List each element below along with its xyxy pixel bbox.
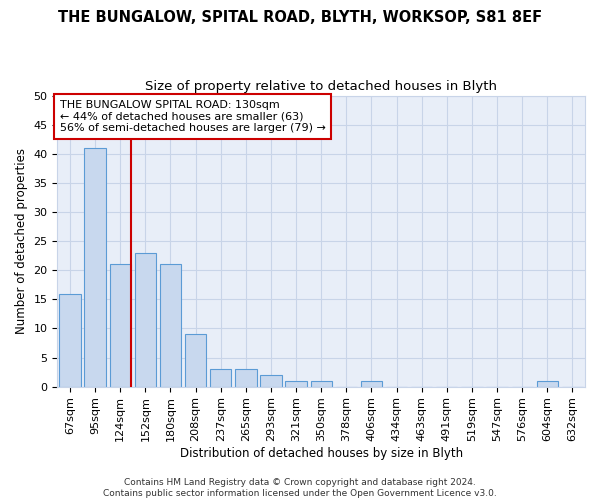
- Text: THE BUNGALOW SPITAL ROAD: 130sqm
← 44% of detached houses are smaller (63)
56% o: THE BUNGALOW SPITAL ROAD: 130sqm ← 44% o…: [60, 100, 326, 133]
- Bar: [260, 375, 281, 386]
- X-axis label: Distribution of detached houses by size in Blyth: Distribution of detached houses by size …: [179, 447, 463, 460]
- Bar: [110, 264, 131, 386]
- Y-axis label: Number of detached properties: Number of detached properties: [15, 148, 28, 334]
- Bar: [59, 294, 80, 386]
- Bar: [210, 370, 232, 386]
- Bar: [311, 381, 332, 386]
- Bar: [134, 253, 156, 386]
- Text: Contains HM Land Registry data © Crown copyright and database right 2024.
Contai: Contains HM Land Registry data © Crown c…: [103, 478, 497, 498]
- Bar: [361, 381, 382, 386]
- Text: THE BUNGALOW, SPITAL ROAD, BLYTH, WORKSOP, S81 8EF: THE BUNGALOW, SPITAL ROAD, BLYTH, WORKSO…: [58, 10, 542, 25]
- Bar: [536, 381, 558, 386]
- Bar: [286, 381, 307, 386]
- Bar: [85, 148, 106, 386]
- Bar: [185, 334, 206, 386]
- Title: Size of property relative to detached houses in Blyth: Size of property relative to detached ho…: [145, 80, 497, 93]
- Bar: [160, 264, 181, 386]
- Bar: [235, 370, 257, 386]
